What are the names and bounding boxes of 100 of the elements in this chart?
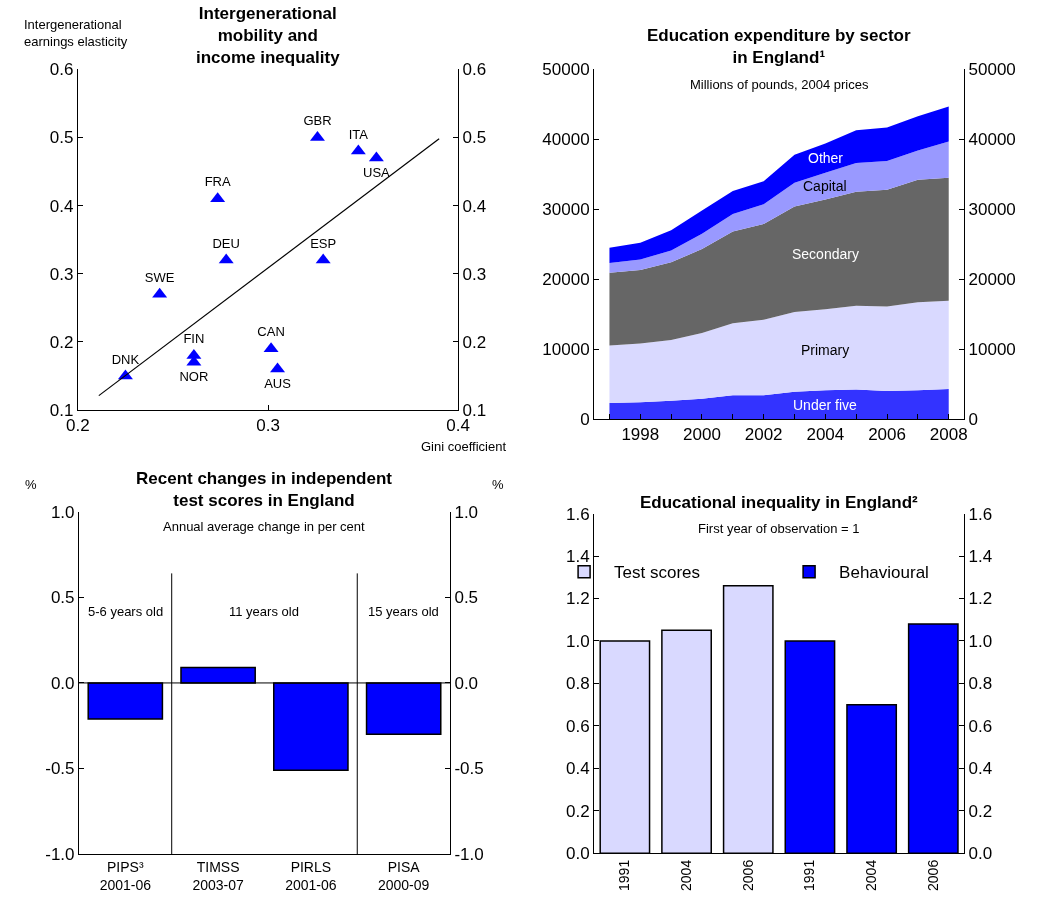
y2-tick-label: 1.0 (454, 502, 479, 522)
y2-tick-label: 0.2 (462, 332, 487, 352)
y-tick-label: 30000 (542, 200, 590, 220)
y2-tick-label: 0.4 (968, 759, 993, 779)
chart-title: Intergenerational mobility and income inequality (196, 4, 341, 68)
annotation: 11 years old (229, 604, 299, 619)
series-label: Capital (803, 178, 847, 194)
y2-tick-label: 0.6 (968, 716, 993, 736)
data-label: NOR (179, 369, 209, 385)
x-tick-label: 2004 (863, 859, 880, 891)
y-tick-label: 40000 (542, 130, 590, 150)
y-tick-label: 0.2 (566, 801, 590, 821)
y-tick-label: 0.8 (566, 674, 590, 694)
y2-tick-label: 0.5 (454, 588, 479, 608)
series-label: Under five (793, 397, 858, 413)
y-tick-label: -1.0 (45, 845, 75, 865)
y-tick-label: 0.4 (566, 759, 590, 779)
y2-tick-label: 50000 (968, 60, 1016, 80)
text: First year of observation = 1 (698, 521, 860, 536)
y-tick-label: 1.4 (566, 546, 590, 566)
x-tick-label: 0.3 (256, 416, 280, 436)
data-label: FIN (183, 331, 205, 347)
y2-tick-label: 0.0 (454, 673, 479, 693)
x-tick-label: 2006 (739, 859, 756, 891)
y2-tick-label: 0.4 (462, 196, 487, 216)
series-label: Primary (801, 342, 850, 358)
y-tick-label: 0.5 (49, 128, 74, 148)
data-label: ESP (310, 235, 337, 251)
data-label: ITA (348, 126, 369, 142)
x-tick-label: 2002 (744, 425, 783, 445)
y-axis-title: % (25, 477, 37, 492)
y-tick-label: 0.3 (49, 264, 74, 284)
y2-tick-label: 1.0 (968, 631, 993, 651)
y2-tick-label: -1.0 (454, 845, 484, 865)
data-label: DEU (212, 235, 240, 251)
x-tick-label: 2004 (678, 859, 695, 891)
x-tick-label: 2006 (924, 859, 941, 891)
series-label: Other (808, 150, 844, 166)
x-tick-label: 1998 (621, 425, 660, 445)
y2-tick-label: 0.5 (462, 128, 487, 148)
y2-tick-label: 10000 (968, 339, 1016, 359)
x-tick-label: 2006 (868, 425, 906, 445)
y-tick-label: 1.0 (50, 502, 75, 522)
annotation: 5-6 years old (88, 604, 164, 619)
y-tick-label: -0.5 (45, 759, 75, 779)
y-tick-label: 0.0 (50, 673, 75, 693)
y-tick-label: 10000 (542, 339, 590, 359)
x-axis-title: Gini coefficient (421, 439, 507, 454)
x-tick-label: 2000 (683, 425, 721, 445)
x-tick-label: PISA 2000-09 (377, 858, 430, 894)
y-tick-label: 0.4 (49, 196, 74, 216)
y2-tick-label: 40000 (968, 130, 1016, 150)
y2-tick-label: 0.0 (968, 844, 993, 864)
y2-tick-label: 0 (968, 409, 979, 429)
data-label: FRA (204, 174, 231, 190)
chart-title: Education expenditure by sector in England¹ (647, 26, 911, 68)
y-axis-title: Intergenerational earnings elasticity (24, 17, 128, 49)
y2-tick-label: 20000 (968, 270, 1016, 290)
data-label: CAN (257, 324, 285, 340)
data-label: USA (363, 164, 391, 180)
y2-tick-label: 30000 (968, 200, 1016, 220)
x-tick-label: 2008 (929, 425, 968, 445)
y-tick-label: 0.2 (49, 332, 74, 352)
chart-title: Recent changes in independent test scores in England (136, 469, 393, 511)
y2-tick-label: 0.2 (968, 801, 993, 821)
y-tick-label: 0 (580, 409, 590, 429)
y2-axis-title: % (492, 477, 504, 492)
y-tick-label: 1.2 (566, 589, 590, 609)
y-tick-label: 0.6 (49, 60, 74, 80)
y-tick-label: 1.6 (566, 504, 590, 524)
data-label: GBR (303, 113, 332, 129)
legend-label: Test scores (614, 563, 701, 583)
y-tick-label: 50000 (542, 60, 590, 80)
data-label: AUS (264, 375, 292, 391)
series-label: Secondary (792, 246, 859, 262)
text: Millions of pounds, 2004 prices (690, 77, 869, 92)
y2-tick-label: 0.3 (462, 264, 487, 284)
text: Annual average change in per cent (163, 519, 366, 534)
chart-title: Educational inequality in England² (640, 493, 919, 512)
y2-tick-label: 1.4 (968, 546, 993, 566)
y-tick-label: 20000 (542, 270, 590, 290)
y2-tick-label: -0.5 (454, 759, 484, 779)
x-tick-label: TIMSS 2003-07 (192, 858, 244, 894)
annotation: 15 years old (368, 604, 439, 619)
y-tick-label: 0.0 (566, 844, 590, 864)
y2-tick-label: 1.6 (968, 504, 993, 524)
x-tick-label: 2004 (806, 425, 845, 445)
x-tick-label: 1991 (616, 859, 633, 891)
y-tick-label: 0.5 (50, 588, 75, 608)
x-tick-label: PIRLS 2001-06 (285, 858, 337, 894)
y2-tick-label: 0.8 (968, 674, 993, 694)
y-tick-label: 1.0 (566, 631, 590, 651)
data-label: SWE (144, 269, 175, 285)
y2-tick-label: 0.6 (462, 60, 487, 80)
x-tick-label: 1991 (801, 859, 818, 891)
x-tick-label: PIPS³ 2001-06 (99, 858, 152, 894)
y2-tick-label: 1.2 (968, 589, 993, 609)
legend-label: Behavioural (839, 563, 929, 583)
y-tick-label: 0.6 (566, 716, 590, 736)
data-label: DNK (111, 351, 140, 367)
